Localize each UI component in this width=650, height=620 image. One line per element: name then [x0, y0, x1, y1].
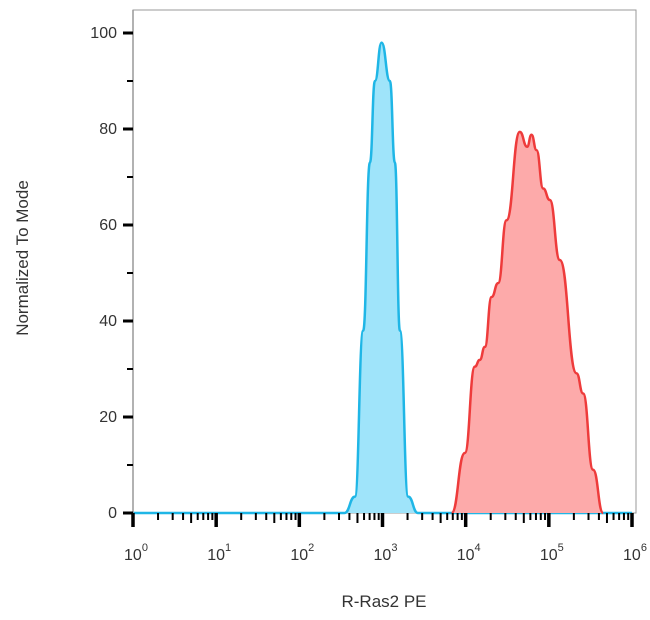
y-tick-label: 80 — [99, 121, 117, 138]
x-tick-label: 106 — [623, 542, 647, 564]
x-tick-label: 102 — [290, 542, 314, 564]
y-tick-label: 60 — [99, 217, 117, 234]
x-tick-label: 100 — [124, 542, 148, 564]
x-tick-label: 104 — [457, 542, 481, 564]
x-tick-label: 103 — [374, 542, 398, 564]
x-tick-label: 101 — [207, 542, 231, 564]
series-layer — [133, 41, 632, 515]
axes-layer — [123, 10, 634, 527]
y-axis-title: Normalized To Mode — [13, 180, 32, 336]
series-0-line — [133, 41, 632, 515]
y-tick-label: 20 — [99, 409, 117, 426]
y-tick-label: 40 — [99, 313, 117, 330]
series-1-fill — [451, 131, 604, 513]
y-tick-label: 100 — [90, 25, 117, 42]
x-tick-label: 105 — [540, 542, 564, 564]
y-tick-label: 0 — [108, 505, 117, 522]
series-0-fill — [133, 42, 632, 513]
series-1-line — [450, 130, 605, 515]
tick-labels: 100 101 102 103 104 105 106 0 20 40 60 80 100 — [90, 25, 647, 564]
x-axis-title: R-Ras2 PE — [341, 592, 426, 611]
